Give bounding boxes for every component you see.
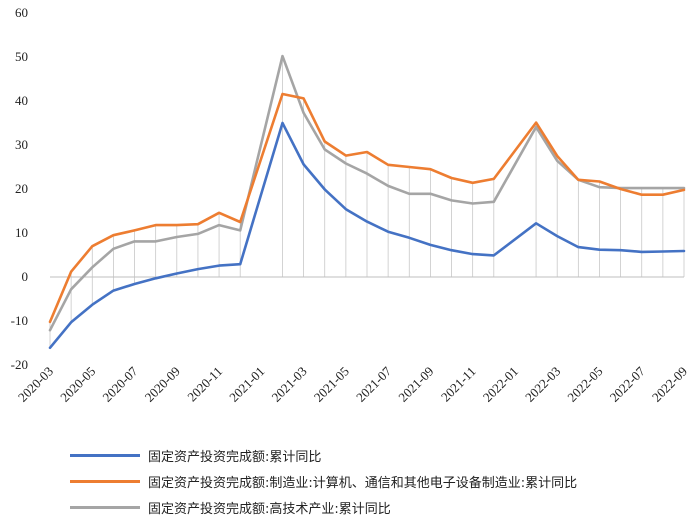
series-lines	[48, 54, 686, 350]
legend-swatch	[70, 479, 140, 483]
legend-item: 固定资产投资完成额:累计同比	[70, 442, 577, 468]
x-tick-label: 2022-09	[649, 364, 690, 405]
x-tick-label: 2020-05	[57, 364, 98, 405]
x-tick-label: 2021-09	[395, 364, 436, 405]
legend-swatch	[70, 505, 140, 509]
legend-item: 固定资产投资完成额:高技术产业:累计同比	[70, 494, 577, 520]
series-line	[48, 54, 686, 332]
y-axis: -20 -10 0 10 20 30 40 50 60	[11, 5, 28, 372]
y-tick-label: -10	[11, 313, 28, 328]
x-tick-label: 2022-05	[564, 364, 605, 405]
x-tick-label: 2020-07	[99, 363, 141, 405]
x-tick-label: 2021-05	[311, 364, 352, 405]
x-tick-label: 2022-01	[480, 364, 521, 405]
legend-swatch	[70, 453, 140, 457]
legend-item: 固定资产投资完成额:制造业:计算机、通信和其他电子设备制造业:累计同比	[70, 468, 577, 494]
series-line	[48, 121, 686, 350]
x-axis: 2020-03 2020-05 2020-07 2020-09 2020-11 2021-…	[15, 363, 690, 405]
y-tick-label: 50	[15, 49, 28, 64]
legend-label: 固定资产投资完成额:高技术产业:累计同比	[148, 501, 391, 517]
y-tick-label: 60	[15, 5, 28, 20]
x-tick-label: 2021-01	[226, 364, 267, 405]
legend: 固定资产投资完成额:累计同比 固定资产投资完成额:制造业:计算机、通信和其他电子…	[70, 442, 577, 520]
x-tick-label: 2021-11	[438, 364, 479, 405]
x-tick-label: 2020-11	[184, 364, 225, 405]
x-tick-label: 2022-03	[522, 364, 563, 405]
line-chart: -20 -10 0 10 20 30 40 50 60 2020-03 2020-05 2020-0…	[11, 5, 690, 405]
x-tick-label: 2021-03	[268, 364, 309, 405]
series-line	[48, 92, 686, 324]
legend-label: 固定资产投资完成额:累计同比	[148, 449, 322, 465]
y-tick-label: 30	[15, 137, 28, 152]
x-tick-label: 2021-07	[353, 363, 395, 405]
y-tick-label: 10	[15, 225, 28, 240]
y-tick-label: 40	[15, 93, 28, 108]
legend-label: 固定资产投资完成额:制造业:计算机、通信和其他电子设备制造业:累计同比	[148, 475, 578, 491]
x-tick-label: 2020-09	[142, 364, 183, 405]
y-tick-label: -20	[11, 357, 28, 372]
y-tick-label: 20	[15, 181, 28, 196]
x-tick-label: 2022-07	[607, 363, 649, 405]
y-tick-label: 0	[22, 269, 29, 284]
drop-lines	[49, 56, 685, 348]
